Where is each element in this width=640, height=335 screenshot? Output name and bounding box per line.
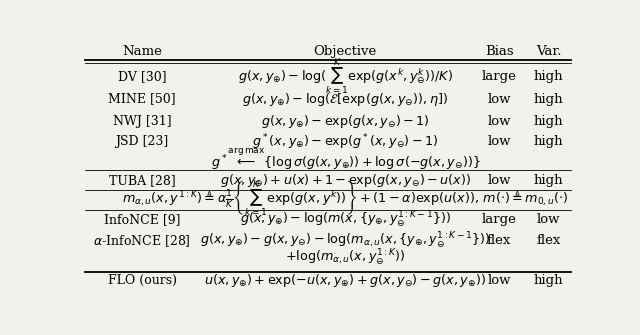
Text: $g^*(x,y_{\oplus}) - \exp(g^*(x,y_{\ominus}) - 1)$: $g^*(x,y_{\oplus}) - \exp(g^*(x,y_{\omin…: [252, 132, 438, 152]
Text: $\alpha$-InfoNCE [28]: $\alpha$-InfoNCE [28]: [93, 233, 191, 249]
Text: $g^* \overset{\mathrm{arg\,max}}{\longleftarrow} \{\log\sigma(g(x,y_{\oplus})) +: $g^* \overset{\mathrm{arg\,max}}{\longle…: [211, 147, 480, 173]
Text: InfoNCE [9]: InfoNCE [9]: [104, 213, 180, 226]
Text: high: high: [534, 174, 564, 187]
Text: $g(x,y_{\oplus}) + u(x) + 1 - \exp(g(x,y_{\ominus}) - u(x))$: $g(x,y_{\oplus}) + u(x) + 1 - \exp(g(x,y…: [220, 172, 471, 189]
Text: large: large: [482, 213, 516, 226]
Text: $g(x,y_{\oplus}) - \log(\mathcal{E}[\exp(g(x,y_{\ominus})),\eta])$: $g(x,y_{\oplus}) - \log(\mathcal{E}[\exp…: [243, 90, 449, 108]
Text: low: low: [488, 274, 511, 287]
Text: high: high: [534, 274, 564, 287]
Text: low: low: [488, 174, 511, 187]
Text: high: high: [534, 135, 564, 148]
Text: Bias: Bias: [485, 45, 513, 58]
Text: $u(x,y_{\oplus}) + \exp(-u(x,y_{\oplus}) + g(x,y_{\ominus}) - g(x,y_{\oplus}))$: $u(x,y_{\oplus}) + \exp(-u(x,y_{\oplus})…: [204, 272, 486, 289]
Text: low: low: [488, 135, 511, 148]
Text: MINE [50]: MINE [50]: [108, 92, 176, 106]
Text: high: high: [534, 70, 564, 83]
Text: flex: flex: [487, 234, 511, 247]
Text: Objective: Objective: [314, 45, 377, 58]
Text: JSD [23]: JSD [23]: [115, 135, 168, 148]
Text: $g(x,y_{\oplus}) - g(x,y_{\ominus}) - \log(m_{\alpha,u}(x,\{y_{\oplus},y_{\ominu: $g(x,y_{\oplus}) - g(x,y_{\ominus}) - \l…: [200, 231, 491, 251]
Text: low: low: [537, 213, 561, 226]
Text: flex: flex: [536, 234, 561, 247]
Text: DV [30]: DV [30]: [118, 70, 166, 83]
Text: low: low: [488, 92, 511, 106]
Text: NWJ [31]: NWJ [31]: [113, 115, 172, 128]
Text: $m_{\alpha,u}(x,y^{1:K}) \triangleq \alpha\frac{1}{K}\left\{\sum_{k=1}^{K}\exp(g: $m_{\alpha,u}(x,y^{1:K}) \triangleq \alp…: [122, 179, 568, 219]
Text: high: high: [534, 115, 564, 128]
Text: $g(x,y_{\oplus}) - \log(m(x,\{y_{\oplus},y_{\ominus}^{1:K-1}\}))$: $g(x,y_{\oplus}) - \log(m(x,\{y_{\oplus}…: [240, 209, 451, 229]
Text: Var.: Var.: [536, 45, 561, 58]
Text: $g(x,y_{\oplus}) - \exp(g(x,y_{\ominus}) - 1)$: $g(x,y_{\oplus}) - \exp(g(x,y_{\ominus})…: [261, 113, 429, 130]
Text: Name: Name: [122, 45, 162, 58]
Text: high: high: [534, 92, 564, 106]
Text: $+ \log(m_{\alpha,u}(x,y_{\ominus}^{1:K}))$: $+ \log(m_{\alpha,u}(x,y_{\ominus}^{1:K}…: [285, 248, 406, 268]
Text: TUBA [28]: TUBA [28]: [109, 174, 175, 187]
Text: large: large: [482, 70, 516, 83]
Text: FLO (ours): FLO (ours): [108, 274, 177, 287]
Text: low: low: [488, 115, 511, 128]
Text: $g(x,y_{\oplus}) - \log(\sum_{k=1}^{K}\exp(g(x^k,y_{\ominus}^k))/K)$: $g(x,y_{\oplus}) - \log(\sum_{k=1}^{K}\e…: [238, 57, 452, 97]
